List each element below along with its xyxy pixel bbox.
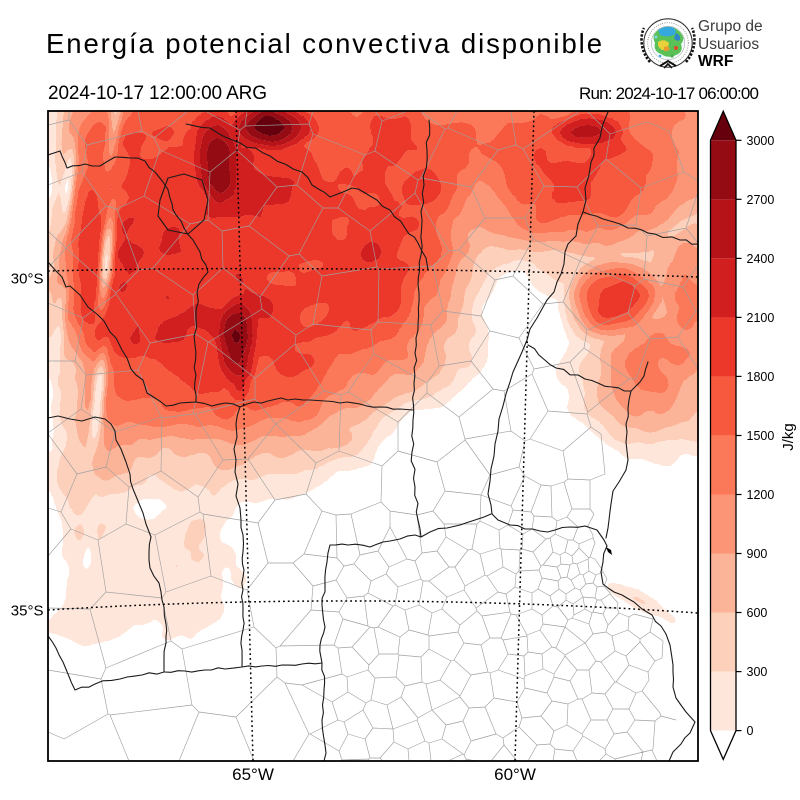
svg-text:J/kg: J/kg bbox=[780, 423, 797, 451]
svg-text:2700: 2700 bbox=[747, 193, 775, 207]
svg-text:60°W: 60°W bbox=[494, 765, 536, 784]
svg-text:1800: 1800 bbox=[747, 370, 775, 384]
svg-text:600: 600 bbox=[747, 606, 768, 620]
svg-text:1500: 1500 bbox=[747, 429, 775, 443]
svg-text:1200: 1200 bbox=[747, 488, 775, 502]
svg-text:0: 0 bbox=[747, 724, 754, 738]
svg-text:3000: 3000 bbox=[747, 134, 775, 148]
svg-text:Run: 2024-10-17 06:00:00: Run: 2024-10-17 06:00:00 bbox=[579, 84, 759, 103]
svg-text:900: 900 bbox=[747, 547, 768, 561]
svg-text:2100: 2100 bbox=[747, 311, 775, 325]
svg-text:Usuarios: Usuarios bbox=[698, 36, 759, 53]
svg-text:WRF: WRF bbox=[698, 53, 733, 70]
svg-text:Energía potencial convectiva d: Energía potencial convectiva disponible bbox=[46, 28, 602, 59]
svg-text:65°W: 65°W bbox=[232, 765, 274, 784]
svg-text:35°S: 35°S bbox=[11, 603, 44, 620]
svg-text:300: 300 bbox=[747, 665, 768, 679]
svg-text:Grupo de: Grupo de bbox=[698, 18, 763, 35]
svg-text:30°S: 30°S bbox=[11, 271, 44, 288]
svg-text:2024-10-17 12:00:00 ARG: 2024-10-17 12:00:00 ARG bbox=[48, 83, 267, 104]
svg-text:2400: 2400 bbox=[747, 252, 775, 266]
